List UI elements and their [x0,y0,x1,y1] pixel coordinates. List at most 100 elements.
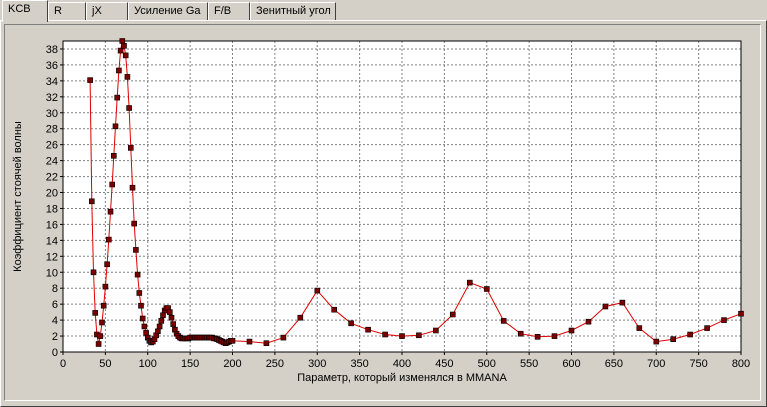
x-tick-label: 550 [520,358,538,370]
x-tick-label: 150 [181,358,199,370]
y-tick-label: 8 [52,283,58,295]
tab-gain[interactable]: Усиление Ga [128,2,208,20]
x-tick-label: 750 [689,358,707,370]
plot-border [62,40,742,353]
y-tick-label: 12 [46,251,58,263]
data-point [246,338,253,345]
y-tick-label: 6 [52,299,58,311]
x-tick-labels: 0 50 100 150 200 250 300 350 400 450 500 550 600 650 7… [60,358,750,370]
tab-bar: KCB R jX Усиление Ga F/B Зенитный угол [0,0,767,22]
data-point [551,333,558,339]
data-point [133,247,139,253]
x-tick-label: 300 [308,358,326,370]
data-point [90,269,97,276]
data-point [738,310,744,317]
data-point [704,325,710,331]
data-point [106,236,112,243]
data-point [155,328,161,335]
data-point [168,314,175,321]
data-point [517,330,524,337]
data-point [365,326,371,333]
tab-r[interactable]: R [48,2,86,20]
data-point [158,318,165,324]
x-tick-label: 250 [266,358,284,370]
data-point [136,290,143,296]
data-point [348,320,354,327]
grid [63,41,741,352]
swr-chart: 0 50 100 150 200 250 300 350 400 450 500 550 600 650 7… [12,38,750,384]
y-tick-label: 10 [46,267,58,279]
data-point [568,327,575,334]
y-tick-label: 2 [52,331,58,343]
data-point [263,340,270,347]
data-point [89,198,95,205]
data-point [87,77,93,83]
y-tick-label: 0 [52,347,58,359]
data-point [95,341,102,347]
data-point [102,283,109,290]
data-point [331,306,338,313]
x-tick-label: 700 [647,358,665,370]
data-point [134,271,141,278]
data-point [112,123,119,130]
data-point [109,181,115,188]
data-point [534,333,541,340]
data-point [139,315,146,322]
data-point [416,332,422,339]
data-point [653,338,660,345]
plot-area [63,41,741,352]
data-point [433,327,439,334]
data-point [585,318,592,325]
y-tick-label: 30 [46,108,58,120]
axes [60,40,742,355]
data-point [124,74,131,80]
data-point [483,286,490,292]
tab-zenith-angle[interactable]: Зенитный угол [250,2,336,20]
tab-jx[interactable]: jX [86,2,128,20]
y-tick-label: 18 [46,203,58,215]
x-tick-label: 600 [562,358,580,370]
x-tick-label: 50 [99,358,111,370]
data-point [160,312,166,319]
data-point [500,318,507,324]
data-point [131,220,137,227]
data-point [117,47,124,54]
data-point [138,302,144,309]
tab-panel: 0 50 100 150 200 250 300 350 400 450 500 550 600 650 7… [0,20,767,407]
data-point [602,303,609,310]
tab-kcb[interactable]: KCB [2,0,48,22]
data-point [119,38,126,44]
data-point [97,333,104,339]
y-tick-label: 24 [46,156,58,168]
x-tick-label: 450 [435,358,453,370]
data-point [128,145,134,151]
data-point [156,323,163,330]
x-tick-label: 0 [60,358,66,370]
y-tick-label: 36 [46,60,58,72]
y-tick-label: 16 [46,219,58,231]
data-point [121,42,127,49]
data-point [297,314,304,321]
data-point [143,330,149,336]
chart-frame: 0 50 100 150 200 250 300 350 400 450 500 550 600 650 7… [4,24,761,401]
data-point [107,208,114,215]
y-tick-label: 26 [46,140,58,152]
data-point [619,299,626,306]
data-markers [87,38,744,347]
x-tick-label: 800 [732,358,750,370]
x-tick-label: 500 [478,358,496,370]
data-point [99,319,105,326]
data-point [280,334,287,341]
tab-fb[interactable]: F/B [208,2,250,20]
y-tick-label: 14 [46,235,58,247]
y-tick-label: 4 [52,315,58,327]
y-tick-label: 28 [46,124,58,136]
data-point [229,337,236,344]
data-point [449,311,456,318]
y-tick-label: 22 [46,172,58,184]
data-point [170,321,176,327]
x-tick-label: 650 [605,358,623,370]
y-tick-label: 20 [46,188,58,200]
data-point [167,309,173,315]
